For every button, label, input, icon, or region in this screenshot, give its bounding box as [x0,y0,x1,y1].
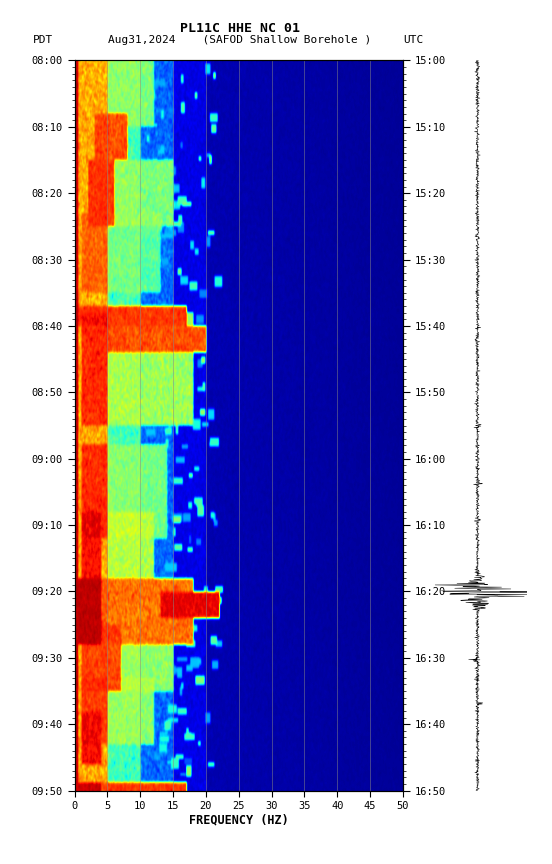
Text: PL11C HHE NC 01: PL11C HHE NC 01 [180,22,300,35]
Text: Aug31,2024    (SAFOD Shallow Borehole ): Aug31,2024 (SAFOD Shallow Borehole ) [109,35,371,45]
Text: UTC: UTC [403,35,423,45]
Text: PDT: PDT [33,35,54,45]
X-axis label: FREQUENCY (HZ): FREQUENCY (HZ) [189,814,289,827]
